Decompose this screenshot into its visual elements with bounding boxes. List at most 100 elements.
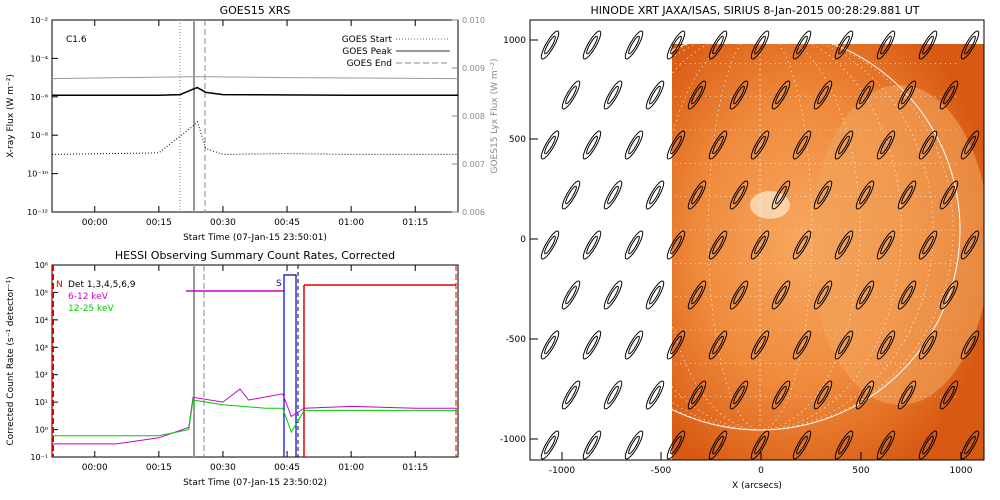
contour-outer (729, 80, 749, 110)
y-tick-label: 10⁶ (35, 261, 48, 270)
x-tick-label: 1000 (950, 466, 973, 476)
contour-inner (922, 135, 934, 155)
contour-outer (540, 230, 560, 260)
contour-outer (960, 130, 980, 160)
contour-outer (897, 280, 917, 310)
contour-outer (855, 380, 875, 410)
contour-group (813, 280, 833, 310)
contour-outer (687, 280, 707, 310)
hessi-count-rate-chart: HESSI Observing Summary Count Rates, Cor… (6, 249, 459, 488)
contour-outer (939, 380, 959, 410)
contour-inner (628, 435, 640, 455)
contour-outer (876, 230, 896, 260)
contour-inner (565, 185, 577, 205)
x-tick-label: -500 (651, 466, 672, 476)
contour-inner (712, 335, 724, 355)
contour-group (960, 130, 980, 160)
xrt-plot-frame (529, 19, 985, 461)
contour-outer (729, 280, 749, 310)
y-tick-label: 10⁻¹ (30, 453, 48, 462)
x-tick-label: 00:00 (82, 463, 108, 473)
contour-group (729, 280, 749, 310)
hessi-n-flag-label: N (56, 280, 63, 290)
contour-inner (754, 335, 766, 355)
contour-outer (645, 280, 665, 310)
contour-outer (771, 80, 791, 110)
legend-12-25kev: 12-25 keV (68, 304, 114, 314)
contour-outer (708, 330, 728, 360)
contour-group (561, 380, 581, 410)
contour-group (876, 330, 896, 360)
contour-inner (964, 135, 976, 155)
contour-inner (796, 35, 808, 55)
contour-outer (582, 30, 602, 60)
contour-outer (687, 80, 707, 110)
contour-group (876, 430, 896, 460)
contour-group (792, 230, 812, 260)
y-tick-label: 1000 (503, 36, 526, 46)
contour-outer (624, 230, 644, 260)
contour-inner (691, 85, 703, 105)
contour-inner (943, 385, 955, 405)
contour-group (855, 380, 875, 410)
contour-group (813, 180, 833, 210)
xrt-bright-region (810, 85, 984, 405)
goes-xrs-chart: GOES15 XRS 00:00 00:15 00:30 00:45 01:00 01:1… (6, 4, 500, 243)
contour-inner (670, 435, 682, 455)
contour-group (540, 30, 560, 60)
contour-group (897, 280, 917, 310)
x-tick-label: 00:45 (274, 463, 300, 473)
contour-inner (628, 35, 640, 55)
contour-group (645, 80, 665, 110)
contour-inner (649, 185, 661, 205)
contour-group (834, 30, 854, 60)
contour-group (582, 130, 602, 160)
contour-outer (729, 380, 749, 410)
contour-group (708, 330, 728, 360)
contour-outer (603, 380, 623, 410)
contour-outer (876, 330, 896, 360)
contour-group (918, 30, 938, 60)
contour-group (624, 30, 644, 60)
contour-inner (901, 385, 913, 405)
xrt-axis-ticks: -1000 -500 0 500 1000 1000 500 0 -500 -1000 (500, 36, 973, 476)
contour-outer (918, 130, 938, 160)
contour-inner (565, 385, 577, 405)
contour-outer (687, 380, 707, 410)
contour-inner (754, 135, 766, 155)
contour-inner (607, 385, 619, 405)
contour-inner (670, 335, 682, 355)
y-tick-label: 10³ (35, 343, 48, 352)
contour-group (603, 180, 623, 210)
contour-group (729, 380, 749, 410)
x-tick-label: 01:15 (402, 218, 428, 228)
contour-group (708, 130, 728, 160)
contour-inner (670, 35, 682, 55)
contour-group (918, 130, 938, 160)
contour-group (834, 430, 854, 460)
contour-inner (964, 435, 976, 455)
contour-outer (645, 380, 665, 410)
contour-outer (708, 130, 728, 160)
contour-outer (582, 430, 602, 460)
y2-tick-label: 0.006 (462, 208, 485, 217)
contour-outer (897, 380, 917, 410)
contour-inner (544, 435, 556, 455)
contour-group (666, 330, 686, 360)
contour-group (771, 80, 791, 110)
contour-group (939, 380, 959, 410)
x-tick-label: 00:45 (274, 218, 300, 228)
contour-group (687, 80, 707, 110)
contour-outer (624, 330, 644, 360)
contour-inner (712, 35, 724, 55)
contour-inner (733, 185, 745, 205)
contour-outer (918, 230, 938, 260)
y-tick-label: 0 (520, 235, 526, 245)
contour-outer (855, 280, 875, 310)
contour-outer (792, 330, 812, 360)
contour-outer (645, 180, 665, 210)
contour-inner (817, 285, 829, 305)
contour-group (561, 180, 581, 210)
contour-inner (901, 85, 913, 105)
goes-left-ticks: 10⁻² 10⁻⁴ 10⁻⁶ 10⁻⁸ 10⁻¹⁰ 10⁻¹² (27, 16, 58, 217)
